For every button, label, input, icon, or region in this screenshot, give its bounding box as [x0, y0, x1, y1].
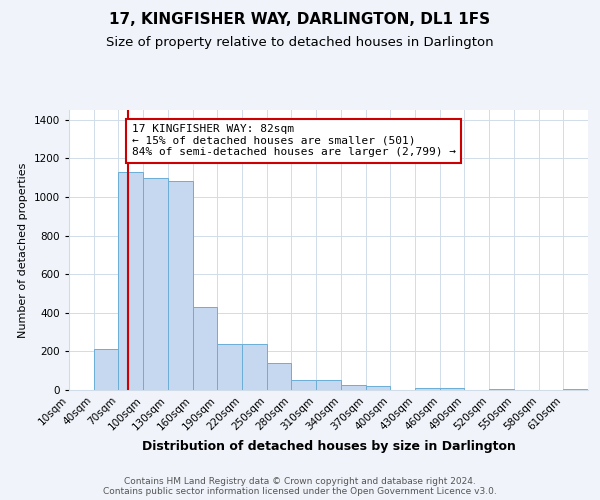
Bar: [193, 307, 217, 390]
Text: Contains HM Land Registry data © Crown copyright and database right 2024.: Contains HM Land Registry data © Crown c…: [124, 477, 476, 486]
Bar: [168, 182, 193, 390]
Bar: [217, 344, 242, 390]
Bar: [563, 389, 588, 390]
Bar: [440, 388, 464, 390]
Bar: [118, 172, 143, 390]
Bar: [267, 363, 292, 390]
Bar: [292, 380, 316, 390]
Bar: [365, 386, 390, 390]
Bar: [316, 380, 341, 390]
Text: 17 KINGFISHER WAY: 82sqm
← 15% of detached houses are smaller (501)
84% of semi-: 17 KINGFISHER WAY: 82sqm ← 15% of detach…: [131, 124, 455, 158]
Bar: [94, 350, 118, 390]
X-axis label: Distribution of detached houses by size in Darlington: Distribution of detached houses by size …: [142, 440, 515, 453]
Bar: [415, 388, 440, 390]
Bar: [341, 385, 365, 390]
Bar: [242, 344, 267, 390]
Text: Contains public sector information licensed under the Open Government Licence v3: Contains public sector information licen…: [103, 487, 497, 496]
Text: Size of property relative to detached houses in Darlington: Size of property relative to detached ho…: [106, 36, 494, 49]
Bar: [489, 389, 514, 390]
Bar: [143, 178, 168, 390]
Text: 17, KINGFISHER WAY, DARLINGTON, DL1 1FS: 17, KINGFISHER WAY, DARLINGTON, DL1 1FS: [109, 12, 491, 28]
Y-axis label: Number of detached properties: Number of detached properties: [18, 162, 28, 338]
